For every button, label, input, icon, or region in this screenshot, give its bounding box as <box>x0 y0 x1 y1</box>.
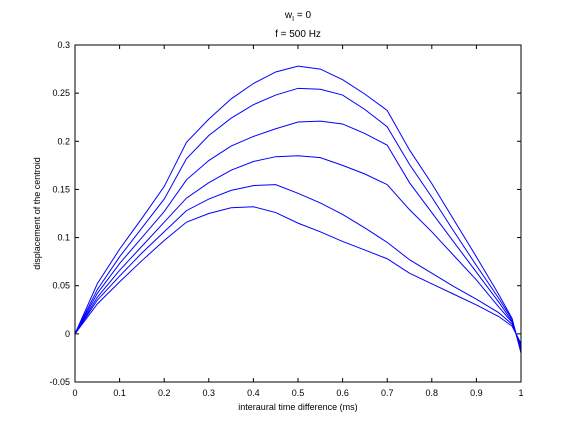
y-axis-label: displacement of the centroid <box>32 157 42 270</box>
y-tick-label: 0.1 <box>57 233 70 243</box>
series-line-1 <box>74 206 522 344</box>
x-axis-label: interaural time difference (ms) <box>238 402 357 412</box>
x-tick-label: 0.3 <box>203 388 216 398</box>
y-tick-label: 0.2 <box>57 136 70 146</box>
chart-title-line2: f = 500 Hz <box>275 29 321 40</box>
x-axis-ticks: 0 0.1 0.2 0.3 0.4 0.5 0.6 0.7 0.8 0.9 1 <box>72 45 524 398</box>
x-tick-label: 0.6 <box>336 388 349 398</box>
y-tick-label: 0 <box>65 329 70 339</box>
y-tick-label: 0.25 <box>52 88 70 98</box>
x-tick-label: 0.8 <box>426 388 439 398</box>
y-axis-ticks: -0.05 0 0.05 0.1 0.15 0.2 0.25 0.3 <box>49 40 521 387</box>
plot-area-frame <box>74 44 522 383</box>
series-line-4 <box>74 120 522 351</box>
chart-title-line1: wI = 0 <box>284 10 312 23</box>
series-line-3 <box>74 155 522 349</box>
series-line-2 <box>74 184 522 346</box>
y-tick-label: 0.05 <box>52 281 70 291</box>
x-tick-label: 0.5 <box>292 388 305 398</box>
series-line-5 <box>74 87 522 352</box>
x-tick-label: 0.2 <box>158 388 171 398</box>
x-tick-label: 1 <box>518 388 523 398</box>
x-tick-label: 0.9 <box>470 388 483 398</box>
plot-lines <box>74 65 522 354</box>
series-line-6 <box>74 65 522 354</box>
x-tick-label: 0.1 <box>113 388 126 398</box>
y-tick-label: -0.05 <box>49 377 70 387</box>
x-tick-label: 0.4 <box>247 388 260 398</box>
x-tick-label: 0.7 <box>381 388 394 398</box>
y-tick-label: 0.3 <box>57 40 70 50</box>
y-tick-label: 0.15 <box>52 184 70 194</box>
x-tick-label: 0 <box>72 388 77 398</box>
